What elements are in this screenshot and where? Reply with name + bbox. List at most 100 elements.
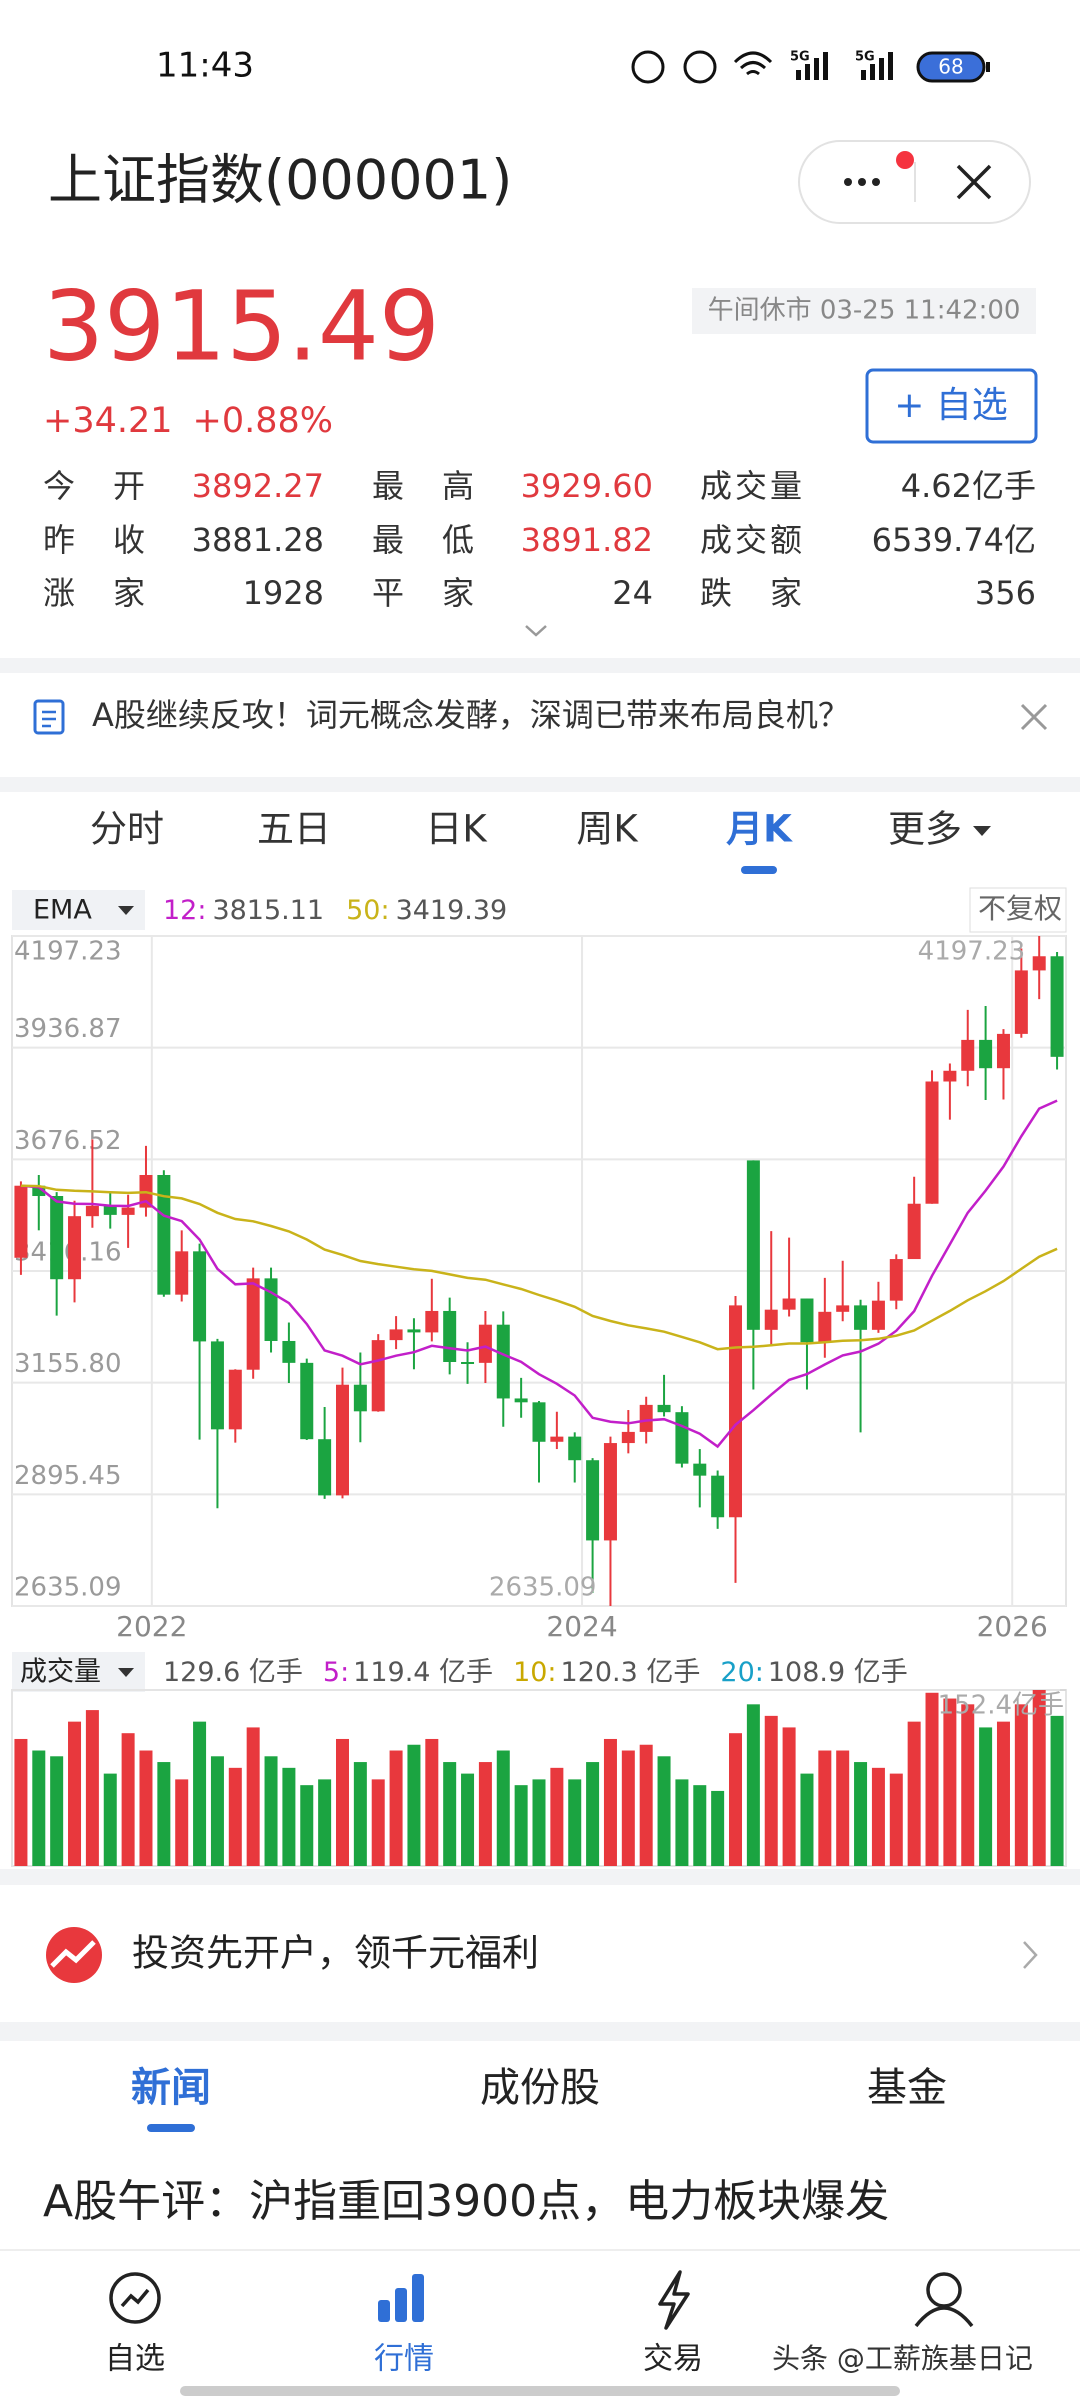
content-tab[interactable]: 成份股 bbox=[480, 2065, 600, 2111]
stat-value: 1928 bbox=[243, 574, 324, 612]
volume-bar bbox=[103, 1773, 117, 1866]
separator bbox=[0, 1869, 1080, 1885]
volume-bar bbox=[979, 1727, 993, 1866]
volume-bar bbox=[300, 1785, 314, 1866]
volume-bar bbox=[746, 1704, 760, 1866]
stat-label: 昨收 bbox=[43, 521, 145, 559]
volume-ma-value: 119.4 亿手 bbox=[353, 1657, 493, 1688]
stat-value: 3881.28 bbox=[192, 521, 324, 559]
more-button[interactable] bbox=[844, 178, 880, 186]
content-tab[interactable]: 基金 bbox=[867, 2065, 947, 2111]
candle-body bbox=[461, 1361, 475, 1364]
volume-bar bbox=[711, 1790, 725, 1866]
volume-bar bbox=[32, 1750, 46, 1866]
candle-body bbox=[32, 1185, 46, 1197]
candle-body bbox=[568, 1436, 582, 1461]
candle-body bbox=[175, 1251, 189, 1295]
watermark: 头条 @工薪族基日记 bbox=[772, 2342, 1033, 2375]
volume-bar bbox=[193, 1721, 207, 1866]
expand-chevron[interactable] bbox=[525, 625, 547, 637]
news-banner[interactable]: A股继续反攻！词元概念发酵，深调已带来布局良机？ bbox=[92, 696, 850, 734]
y-tick-label: 3676.52 bbox=[14, 1126, 122, 1156]
candle-body bbox=[353, 1384, 367, 1412]
close-button[interactable] bbox=[956, 164, 992, 200]
battery-tip bbox=[986, 62, 990, 72]
tab-underline bbox=[741, 866, 777, 874]
nav-icon[interactable] bbox=[378, 2274, 424, 2322]
volume-bar bbox=[782, 1727, 796, 1866]
nav-icon[interactable] bbox=[658, 2270, 690, 2330]
promo-text[interactable]: 投资先开户，领千元福利 bbox=[132, 1932, 539, 1975]
nav-label[interactable]: 行情 bbox=[374, 2342, 434, 2377]
watch-button-label[interactable]: + 自选 bbox=[894, 385, 1008, 426]
market-status: 午间休市 03-25 11:42:00 bbox=[708, 296, 1021, 326]
adjust-label[interactable]: 不复权 bbox=[978, 892, 1062, 925]
volume-bar bbox=[139, 1750, 153, 1866]
nav-icon[interactable] bbox=[109, 2272, 161, 2324]
candle-body bbox=[603, 1443, 617, 1541]
banner-close[interactable] bbox=[1020, 703, 1048, 731]
promo-chevron[interactable] bbox=[1023, 1941, 1038, 1969]
candle-body bbox=[228, 1369, 242, 1430]
volume-bar bbox=[85, 1710, 99, 1866]
candle-body bbox=[782, 1298, 796, 1310]
volume-bar bbox=[889, 1773, 903, 1866]
volume-bar bbox=[389, 1750, 403, 1866]
content-tab[interactable]: 新闻 bbox=[131, 2065, 211, 2111]
ema-value: 3419.39 bbox=[396, 895, 508, 926]
volume-bar bbox=[871, 1767, 885, 1866]
volume-bar bbox=[335, 1738, 349, 1866]
headline[interactable]: A股午评：沪指重回3900点，电力板块爆发 bbox=[43, 2176, 889, 2227]
nav-icon[interactable] bbox=[926, 2272, 962, 2308]
candle-body bbox=[711, 1475, 725, 1518]
candle-body bbox=[425, 1310, 439, 1333]
volume-bar bbox=[586, 1762, 600, 1866]
content-tabs: 新闻 成份股 基金 bbox=[131, 2065, 947, 2132]
dropdown-arrow bbox=[118, 1668, 134, 1677]
volume-bar bbox=[210, 1756, 224, 1866]
period-tab[interactable]: 更多 bbox=[888, 808, 962, 851]
volume-ma-value: 120.3 亿手 bbox=[561, 1657, 701, 1688]
watch-button[interactable] bbox=[865, 368, 1038, 444]
nav-label[interactable]: 自选 bbox=[105, 2342, 165, 2377]
news-icon bbox=[33, 699, 65, 735]
news-icon-lines bbox=[42, 710, 56, 728]
volume-bar bbox=[14, 1738, 28, 1866]
alarm-icon bbox=[631, 50, 665, 84]
candle-body bbox=[532, 1402, 546, 1442]
stat-label: 成交量 bbox=[700, 467, 802, 505]
period-tab[interactable]: 周K bbox=[576, 808, 639, 851]
stat-value: 3891.82 bbox=[521, 521, 653, 559]
change: +34.21 +0.88% bbox=[43, 401, 333, 441]
volume-bar bbox=[496, 1750, 510, 1866]
change-percent: +0.88% bbox=[193, 401, 334, 441]
adjust-box[interactable] bbox=[969, 887, 1067, 933]
candle-body bbox=[246, 1278, 260, 1370]
dropdown-arrow bbox=[118, 906, 134, 915]
volume-bar bbox=[1050, 1715, 1064, 1866]
period-tab[interactable]: 五日 bbox=[257, 808, 331, 851]
candle-body bbox=[389, 1329, 403, 1341]
volume-bar bbox=[282, 1767, 296, 1866]
volume-bar bbox=[621, 1750, 635, 1866]
hd-icon bbox=[683, 50, 717, 84]
separator bbox=[0, 2022, 1080, 2041]
candle-body bbox=[407, 1329, 421, 1333]
volume-bar bbox=[407, 1744, 421, 1866]
volume-bar bbox=[568, 1779, 582, 1866]
stat-value: 4.62亿手 bbox=[901, 467, 1036, 505]
period-tab[interactable]: 月K bbox=[726, 808, 793, 851]
candle-body bbox=[693, 1463, 707, 1476]
candle-body bbox=[925, 1081, 939, 1204]
volume-bar bbox=[157, 1762, 171, 1866]
candle-body bbox=[478, 1324, 492, 1363]
candle-body bbox=[514, 1398, 528, 1403]
candle-body bbox=[443, 1310, 457, 1362]
candle-body bbox=[157, 1174, 171, 1295]
nav-label[interactable]: 交易 bbox=[643, 2342, 703, 2377]
period-tab[interactable]: 日K bbox=[425, 808, 488, 851]
period-tab[interactable]: 分时 bbox=[90, 808, 164, 851]
candle-body bbox=[282, 1340, 296, 1363]
candle-body bbox=[586, 1460, 600, 1541]
